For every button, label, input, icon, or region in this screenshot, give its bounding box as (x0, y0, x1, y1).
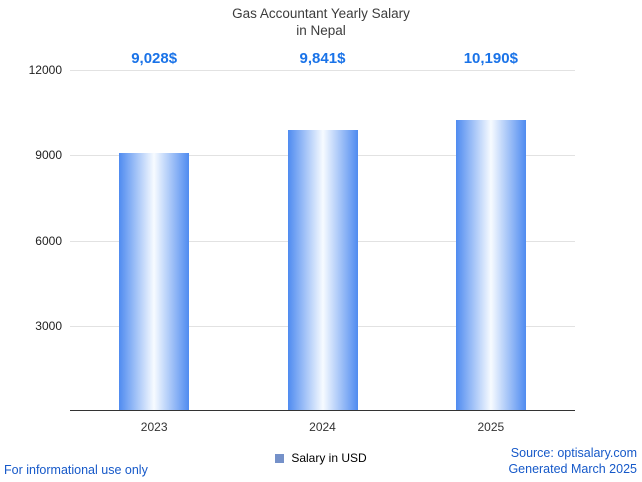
x-axis-category-label: 2023 (140, 420, 168, 434)
x-axis-category-label: 2025 (477, 420, 505, 434)
legend-label: Salary in USD (291, 451, 367, 465)
chart-legend: Salary in USD (0, 451, 642, 465)
chart-title: Gas Accountant Yearly Salary in Nepal (0, 5, 642, 39)
y-axis-tick-label: 3000 (35, 318, 62, 333)
y-axis-tick-label: 6000 (35, 233, 62, 248)
bar-value-label: 9,028$ (131, 50, 178, 67)
legend-swatch-icon (275, 453, 285, 463)
x-axis-category-label: 2024 (309, 420, 336, 434)
bar-chart-plot-area: 3000 6000 9000 12000 9,028$ 2023 9,841$ 2024 10,… (29, 50, 575, 434)
source-link[interactable]: Source: optisalary.com (510, 446, 637, 460)
generated-date: Generated March 2025 (508, 462, 637, 476)
y-axis-tick-label: 12000 (28, 63, 62, 77)
bar (119, 153, 190, 410)
gridline (70, 70, 575, 71)
bar-value-label: 10,190$ (463, 50, 518, 67)
chart-title-line2: in Nepal (296, 23, 346, 38)
chart-title-line1: Gas Accountant Yearly Salary (232, 6, 410, 21)
y-axis-tick-label: 9000 (35, 148, 62, 163)
bar (455, 120, 526, 410)
source-attribution: Source: optisalary.com Generated March 2… (508, 445, 637, 477)
bar-value-label: 9,841$ (299, 50, 346, 67)
disclaimer-text: For informational use only (4, 463, 148, 477)
bar (287, 130, 358, 410)
